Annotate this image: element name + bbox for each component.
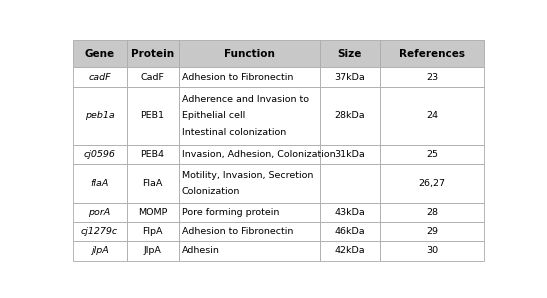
Text: Gene: Gene	[85, 49, 115, 59]
Text: 46kDa: 46kDa	[335, 227, 365, 236]
Text: porA: porA	[89, 208, 110, 217]
Bar	[73, 87, 126, 145]
Bar	[380, 203, 484, 222]
Text: Motility, Invasion, Secretion: Motility, Invasion, Secretion	[182, 171, 313, 180]
Text: FlpA: FlpA	[142, 227, 163, 236]
Text: Adhesin: Adhesin	[182, 246, 220, 255]
Text: 24: 24	[426, 111, 438, 120]
Text: Invasion, Adhesion, Colonization: Invasion, Adhesion, Colonization	[182, 150, 335, 159]
Text: 29: 29	[426, 227, 438, 236]
Text: 23: 23	[426, 72, 438, 82]
Bar	[320, 164, 380, 203]
Bar	[73, 222, 126, 241]
Text: 42kDa: 42kDa	[335, 246, 365, 255]
Bar	[380, 87, 484, 145]
Text: flaA: flaA	[90, 179, 109, 188]
Bar	[178, 40, 320, 67]
Bar	[126, 222, 178, 241]
Bar	[73, 203, 126, 222]
Text: Protein: Protein	[131, 49, 174, 59]
Bar	[178, 203, 320, 222]
Text: MOMP: MOMP	[138, 208, 167, 217]
Bar	[178, 222, 320, 241]
Bar	[178, 87, 320, 145]
Text: Pore forming protein: Pore forming protein	[182, 208, 280, 217]
Bar	[320, 222, 380, 241]
Bar	[380, 164, 484, 203]
Bar	[320, 145, 380, 164]
Bar	[380, 67, 484, 87]
Text: cadF: cadF	[88, 72, 111, 82]
Text: PEB1: PEB1	[141, 111, 165, 120]
Text: Intestinal colonization: Intestinal colonization	[182, 128, 286, 137]
Bar	[178, 145, 320, 164]
Bar	[380, 145, 484, 164]
Text: 37kDa: 37kDa	[335, 72, 365, 82]
Bar	[126, 87, 178, 145]
Bar	[320, 241, 380, 261]
Text: peb1a: peb1a	[85, 111, 114, 120]
Bar	[73, 40, 126, 67]
Bar	[126, 164, 178, 203]
Text: Adhesion to Fibronectin: Adhesion to Fibronectin	[182, 227, 293, 236]
Bar	[320, 203, 380, 222]
Text: 26,27: 26,27	[418, 179, 445, 188]
Bar	[126, 67, 178, 87]
Text: 30: 30	[426, 246, 438, 255]
Text: Colonization: Colonization	[182, 187, 240, 196]
Text: 28kDa: 28kDa	[335, 111, 365, 120]
Bar	[380, 222, 484, 241]
Bar	[73, 145, 126, 164]
Bar	[178, 67, 320, 87]
Text: Epithelial cell: Epithelial cell	[182, 111, 245, 120]
Text: Size: Size	[337, 49, 362, 59]
Text: 43kDa: 43kDa	[335, 208, 365, 217]
Bar	[380, 40, 484, 67]
Text: 31kDa: 31kDa	[335, 150, 365, 159]
Text: Function: Function	[224, 49, 275, 59]
Bar	[126, 40, 178, 67]
Text: Adherence and Invasion to: Adherence and Invasion to	[182, 95, 309, 104]
Bar	[320, 67, 380, 87]
Text: FlaA: FlaA	[142, 179, 163, 188]
Bar	[126, 203, 178, 222]
Bar	[178, 241, 320, 261]
Bar	[73, 164, 126, 203]
Text: JlpA: JlpA	[144, 246, 161, 255]
Text: 25: 25	[426, 150, 438, 159]
Bar	[73, 241, 126, 261]
Bar	[126, 241, 178, 261]
Bar	[126, 145, 178, 164]
Bar	[380, 241, 484, 261]
Text: PEB4: PEB4	[141, 150, 165, 159]
Text: 28: 28	[426, 208, 438, 217]
Text: jlpA: jlpA	[91, 246, 108, 255]
Text: CadF: CadF	[141, 72, 165, 82]
Bar	[178, 164, 320, 203]
Text: cj0596: cj0596	[84, 150, 115, 159]
Bar	[320, 87, 380, 145]
Bar	[320, 40, 380, 67]
Text: References: References	[399, 49, 465, 59]
Text: Adhesion to Fibronectin: Adhesion to Fibronectin	[182, 72, 293, 82]
Text: cj1279c: cj1279c	[81, 227, 118, 236]
Bar	[73, 67, 126, 87]
